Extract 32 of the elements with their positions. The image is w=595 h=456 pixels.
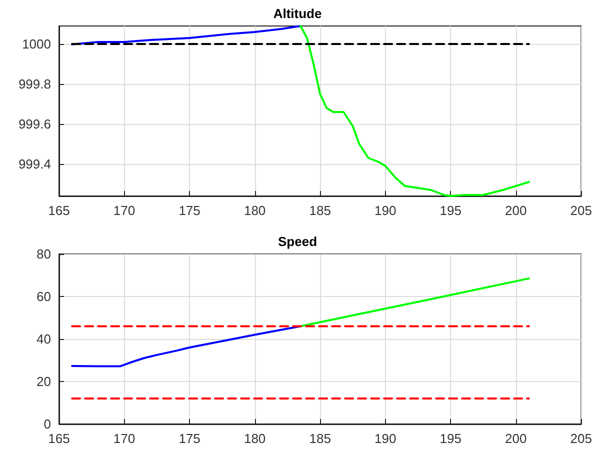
x-tick-label: 175	[178, 431, 200, 446]
y-tick-label: 40	[36, 332, 51, 346]
x-tick-label: 165	[48, 431, 70, 446]
line-series	[71, 25, 302, 46]
x-tick-label: 180	[244, 203, 266, 218]
x-tick-label: 170	[113, 431, 136, 446]
x-tick-label: 190	[374, 431, 396, 446]
x-tick-label: 205	[570, 203, 592, 218]
y-tick-label: 60	[36, 289, 51, 304]
x-tick-label: 185	[309, 431, 331, 446]
y-tick-label: 80	[36, 246, 51, 262]
x-tick-label: 180	[244, 431, 266, 446]
x-tick-label: 175	[178, 203, 200, 218]
chart-title: Speed	[278, 234, 318, 249]
line-series	[299, 277, 530, 328]
y-tick-label: 999.4	[18, 156, 51, 172]
x-tick-label: 205	[570, 431, 592, 446]
x-tick-label: 195	[440, 431, 462, 446]
y-tick-label: 999.6	[18, 116, 51, 132]
y-tick-label: 20	[36, 374, 51, 389]
y-tick-label: 1000	[22, 36, 51, 52]
x-tick-label: 165	[48, 203, 70, 218]
x-tick-label: 200	[505, 203, 527, 218]
x-tick-label: 190	[374, 203, 396, 218]
x-tick-label: 195	[440, 203, 462, 218]
x-tick-label: 170	[113, 203, 136, 218]
x-tick-label: 185	[309, 203, 331, 218]
y-tick-label: 999.8	[18, 76, 51, 92]
x-tick-label: 200	[505, 431, 527, 446]
line-series	[299, 25, 530, 197]
y-tick-label: 0	[44, 416, 51, 432]
chart-title: Altitude	[273, 6, 322, 21]
